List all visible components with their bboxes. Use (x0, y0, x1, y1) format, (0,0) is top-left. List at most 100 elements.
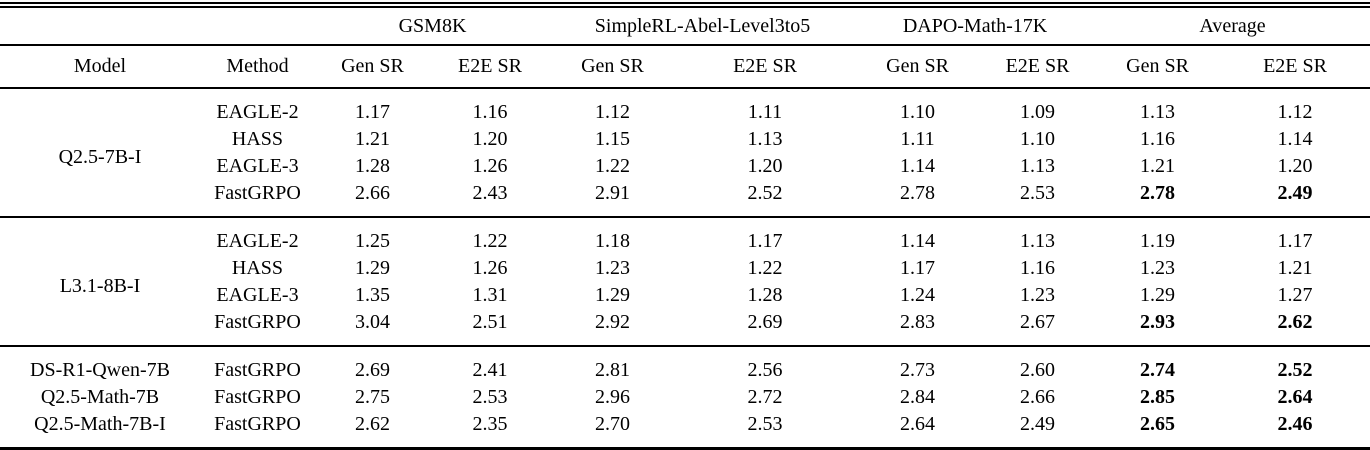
col-group-dapo: DAPO-Math-17K (855, 5, 1096, 46)
col-header-dapo-gen-sr: Gen SR (855, 45, 981, 89)
metric-value: 1.28 (355, 155, 390, 177)
metric-value: 1.29 (1140, 284, 1176, 306)
metric-value: 3.04 (355, 311, 390, 333)
model-block: Q2.5-7B-I EAGLE-2 1.17 1.16 1.12 1.11 1.10 1.09… (0, 88, 1370, 217)
col-header-average-e2e-sr: E2E SR (1220, 45, 1370, 89)
method-name: FastGRPO (214, 386, 301, 408)
metric-value: 1.21 (1277, 257, 1313, 279)
metric-value: 1.16 (1020, 257, 1056, 279)
metric-value: 1.14 (900, 230, 936, 252)
metric-value: 2.66 (355, 182, 390, 204)
metric-value: 2.53 (1020, 182, 1056, 204)
table-row: Q2.5-Math-7B-I FastGRPO 2.62 2.35 2.70 2.53 2.… (0, 411, 1370, 449)
metric-value: 2.64 (1277, 386, 1313, 408)
table-row: Q2.5-Math-7B FastGRPO 2.75 2.53 2.96 2.72 2.84… (0, 384, 1370, 411)
col-header-gsm8k-gen-sr: Gen SR (315, 45, 430, 89)
col-header-gsm8k-e2e-sr: E2E SR (430, 45, 551, 89)
metric-value: 2.70 (595, 413, 631, 435)
metric-value: 1.20 (472, 128, 508, 150)
metric-value: 1.31 (472, 284, 508, 306)
metric-value: 2.69 (355, 359, 390, 381)
col-group-average: Average (1095, 5, 1370, 46)
col-group-simplerl: SimpleRL-Abel-Level3to5 (550, 5, 856, 46)
col-group-gsm8k: GSM8K (315, 5, 551, 46)
metric-value: 1.29 (355, 257, 390, 279)
metric-value: 1.09 (1020, 101, 1056, 123)
model-name: DS-R1-Qwen-7B (30, 359, 170, 381)
metric-value: 1.26 (472, 155, 508, 177)
metric-value: 1.13 (747, 128, 783, 150)
metric-value: 2.60 (1020, 359, 1056, 381)
metric-value: 1.10 (900, 101, 936, 123)
metric-value: 1.12 (595, 101, 631, 123)
metric-value: 1.27 (1277, 284, 1313, 306)
metric-value: 2.93 (1140, 311, 1176, 333)
metric-value: 2.62 (355, 413, 390, 435)
table-row: FastGRPO 2.66 2.43 2.91 2.52 2.78 2.53 2.78 2.49 (0, 180, 1370, 217)
column-group-row: GSM8K SimpleRL-Abel-Level3to5 DAPO-Math-… (0, 5, 1370, 46)
metric-value: 1.22 (747, 257, 783, 279)
method-name: FastGRPO (214, 413, 301, 435)
model-block: L3.1-8B-I EAGLE-2 1.25 1.22 1.18 1.17 1.14 1.13… (0, 217, 1370, 346)
metric-value: 2.83 (900, 311, 936, 333)
metric-value: 1.21 (355, 128, 390, 150)
metric-value: 2.62 (1277, 311, 1313, 333)
table-row: HASS 1.21 1.20 1.15 1.13 1.11 1.10 1.16 1.14 (0, 126, 1370, 153)
model-name: Q2.5-Math-7B-I (34, 413, 166, 435)
metric-value: 1.11 (900, 128, 935, 150)
metric-value: 1.22 (595, 155, 631, 177)
method-name: EAGLE-3 (216, 155, 299, 177)
method-name: FastGRPO (214, 182, 301, 204)
method-name: EAGLE-2 (216, 230, 299, 252)
metric-value: 1.25 (355, 230, 390, 252)
metric-value: 2.52 (1277, 359, 1313, 381)
metric-value: 2.52 (747, 182, 783, 204)
metric-value: 1.11 (747, 101, 783, 123)
metric-value: 1.18 (595, 230, 631, 252)
metric-value: 2.51 (472, 311, 508, 333)
model-name: Q2.5-Math-7B (40, 386, 160, 408)
metric-value: 2.64 (900, 413, 936, 435)
metric-value: 2.78 (1140, 182, 1176, 204)
metric-value: 1.28 (747, 284, 783, 306)
col-header-average-gen-sr: Gen SR (1095, 45, 1221, 89)
metric-value: 2.72 (747, 386, 783, 408)
metric-value: 1.14 (900, 155, 936, 177)
method-name: HASS (231, 128, 284, 150)
metric-value: 2.35 (472, 413, 508, 435)
method-name: FastGRPO (214, 359, 301, 381)
table-row: FastGRPO 3.04 2.51 2.92 2.69 2.83 2.67 2.93 2.62 (0, 309, 1370, 346)
metric-value: 1.21 (1140, 155, 1176, 177)
metric-value: 2.69 (747, 311, 783, 333)
col-header-dapo-e2e-sr: E2E SR (980, 45, 1096, 89)
model-name: L3.1-8B-I (59, 275, 141, 297)
metric-value: 2.85 (1140, 386, 1176, 408)
metric-value: 2.92 (595, 311, 631, 333)
metric-value: 1.23 (1140, 257, 1176, 279)
col-header-model: Model (0, 45, 200, 89)
metric-value: 2.66 (1020, 386, 1056, 408)
metric-value: 1.17 (900, 257, 936, 279)
method-name: HASS (231, 257, 284, 279)
table-row: EAGLE-3 1.35 1.31 1.29 1.28 1.24 1.23 1.29 1.27 (0, 282, 1370, 309)
metric-value: 1.15 (595, 128, 631, 150)
table-row: L3.1-8B-I EAGLE-2 1.25 1.22 1.18 1.17 1.14 1.13… (0, 217, 1370, 297)
method-name: EAGLE-3 (216, 284, 299, 306)
metric-value: 1.13 (1020, 230, 1056, 252)
metric-value: 1.29 (595, 284, 631, 306)
model-name: Q2.5-7B-I (58, 146, 142, 168)
table-row: Q2.5-7B-I EAGLE-2 1.17 1.16 1.12 1.11 1.10 1.09… (0, 88, 1370, 168)
metric-value: 1.19 (1140, 230, 1176, 252)
table-header: GSM8K SimpleRL-Abel-Level3to5 DAPO-Math-… (0, 5, 1370, 89)
metric-value: 2.56 (747, 359, 783, 381)
metric-value: 2.75 (355, 386, 390, 408)
metric-value: 1.16 (1140, 128, 1176, 150)
column-header-row: Model Method Gen SR E2E SR Gen SR E2E SR… (0, 45, 1370, 89)
metric-value: 1.26 (472, 257, 508, 279)
metric-value: 1.14 (1277, 128, 1313, 150)
col-group-empty (0, 5, 315, 46)
metric-value: 1.35 (355, 284, 390, 306)
metric-value: 1.20 (747, 155, 783, 177)
metric-value: 2.81 (595, 359, 631, 381)
